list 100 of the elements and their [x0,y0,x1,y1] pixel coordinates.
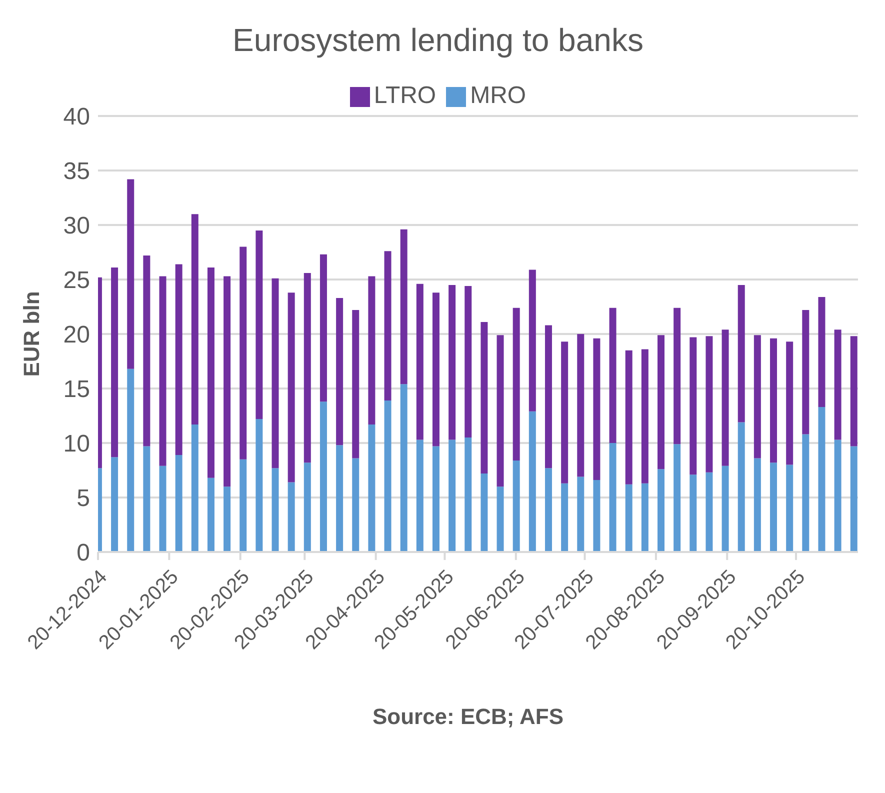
bar [690,474,697,552]
bar [674,444,681,552]
bar [561,483,568,552]
bar [416,284,424,440]
bar [272,468,279,552]
y-tick-label: 5 [76,485,90,512]
bar [512,460,520,552]
bar [336,445,344,552]
bar [240,459,247,552]
bar [850,336,858,446]
bar [625,484,632,552]
bar [528,270,536,412]
bar [416,440,424,552]
bar [432,446,440,552]
bar [561,342,568,484]
legend-label: LTRO [374,82,436,109]
y-tick-label: 0 [76,540,90,567]
bar [818,296,826,408]
y-tick-label: 20 [63,322,90,349]
bar [834,440,842,552]
bar [625,350,632,484]
bar [304,272,311,463]
bar [593,338,600,480]
y-tick-label: 10 [63,430,90,458]
source-note: Source: ECB; AFS [371,704,565,730]
bar [850,446,858,552]
bar [175,454,182,552]
bar [480,322,488,474]
bar [224,276,231,487]
y-axis-title: EUR bln [18,291,44,377]
bar [368,424,376,552]
bar [400,229,408,384]
bar [143,446,150,552]
bar [609,443,616,552]
bar [754,335,761,458]
bar [786,342,794,465]
bar [304,462,311,552]
bar [738,284,745,422]
bar [320,402,327,552]
bar [496,486,504,552]
bar [256,230,263,420]
bar [111,457,118,552]
bar [143,256,150,446]
bar [690,337,697,475]
bar [224,486,231,552]
bar [722,466,729,552]
bar [336,298,344,446]
bar [127,368,134,552]
bar [320,254,327,402]
bar [544,468,552,552]
bar [432,292,440,446]
bar [111,268,118,458]
bar [207,478,214,552]
bar [480,474,488,552]
bar [802,434,810,552]
bar [368,276,376,424]
bar [754,458,761,552]
bar [448,440,456,552]
bar [352,458,360,552]
bar [706,336,713,472]
bar [577,334,584,477]
bar [384,400,392,552]
bar [288,292,295,482]
bar [658,469,664,552]
bar [159,466,166,552]
y-tick-label: 15 [63,376,90,404]
bar [738,422,745,552]
bar [528,411,536,552]
bar [658,335,664,470]
chart-title: Eurosystem lending to banks [232,21,644,60]
bar [400,384,408,552]
bar [512,308,520,460]
bar [496,335,504,487]
bar [191,214,198,424]
bar [272,278,279,468]
bar [770,462,778,552]
bar [706,472,713,552]
bar [544,325,552,468]
y-tick-label: 40 [63,104,90,131]
bar [240,246,247,460]
bar [384,251,392,400]
bar [609,308,616,443]
bar [802,310,810,434]
bar [256,419,263,552]
y-tick-label: 35 [63,158,90,186]
bar [786,464,794,552]
bar [352,310,360,458]
y-tick-label: 25 [63,267,90,294]
bar [770,338,778,463]
bar [577,476,584,552]
bar [127,179,134,369]
bar [159,276,166,466]
bar [288,482,295,552]
bar [641,349,648,484]
bar [674,308,681,444]
bar [464,438,472,552]
bar [834,330,842,440]
bar [818,407,826,552]
bar [722,330,729,466]
bar [593,480,600,552]
